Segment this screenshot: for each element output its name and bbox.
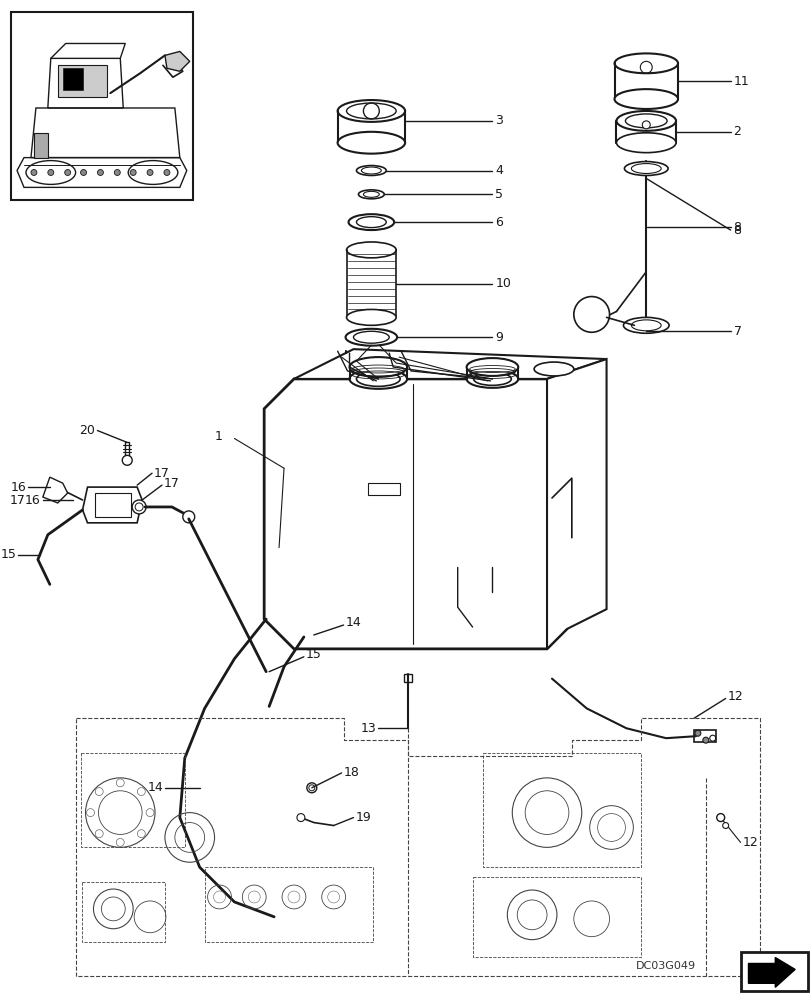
- Circle shape: [722, 823, 727, 828]
- Text: 8: 8: [732, 224, 740, 237]
- Ellipse shape: [337, 132, 405, 154]
- Text: 20: 20: [79, 424, 96, 437]
- Circle shape: [642, 121, 650, 129]
- Text: 7: 7: [732, 325, 740, 338]
- Circle shape: [573, 297, 609, 332]
- Ellipse shape: [337, 100, 405, 122]
- Ellipse shape: [623, 317, 668, 333]
- Circle shape: [702, 737, 708, 743]
- Circle shape: [307, 783, 316, 793]
- Text: 12: 12: [727, 690, 743, 703]
- Polygon shape: [294, 349, 606, 379]
- Bar: [62, 68, 83, 90]
- Bar: [96, 493, 131, 517]
- Bar: [58, 65, 107, 97]
- Text: 19: 19: [355, 811, 371, 824]
- Circle shape: [65, 170, 71, 175]
- Ellipse shape: [346, 309, 396, 325]
- Circle shape: [31, 170, 36, 175]
- Polygon shape: [264, 379, 566, 649]
- Circle shape: [122, 455, 132, 465]
- Text: 11: 11: [732, 75, 749, 88]
- Ellipse shape: [356, 166, 386, 175]
- Polygon shape: [83, 487, 142, 523]
- Bar: [740, 952, 807, 991]
- Text: 3: 3: [495, 114, 503, 127]
- Bar: [11, 12, 192, 200]
- Text: 17: 17: [154, 467, 169, 480]
- Polygon shape: [748, 958, 794, 987]
- Ellipse shape: [348, 214, 393, 230]
- Circle shape: [80, 170, 87, 175]
- Text: 16: 16: [25, 493, 41, 506]
- Circle shape: [147, 170, 152, 175]
- Polygon shape: [34, 133, 48, 158]
- Bar: [404, 674, 411, 682]
- Text: 10: 10: [495, 277, 511, 290]
- Circle shape: [48, 170, 54, 175]
- Ellipse shape: [473, 372, 511, 385]
- Text: DC03G049: DC03G049: [635, 961, 695, 971]
- Ellipse shape: [534, 362, 573, 376]
- Circle shape: [182, 511, 195, 523]
- Text: 12: 12: [741, 836, 757, 849]
- Ellipse shape: [466, 370, 517, 388]
- Circle shape: [97, 170, 103, 175]
- Ellipse shape: [616, 111, 676, 131]
- Ellipse shape: [466, 358, 517, 376]
- Ellipse shape: [358, 190, 384, 199]
- Circle shape: [716, 814, 723, 822]
- Circle shape: [297, 814, 304, 822]
- Ellipse shape: [346, 242, 396, 258]
- Ellipse shape: [614, 53, 677, 73]
- Text: 1: 1: [214, 430, 222, 443]
- Circle shape: [114, 170, 120, 175]
- Circle shape: [164, 170, 169, 175]
- Circle shape: [130, 170, 136, 175]
- Ellipse shape: [624, 162, 667, 175]
- Text: 6: 6: [495, 216, 503, 229]
- Circle shape: [694, 730, 700, 736]
- Text: 4: 4: [495, 164, 503, 177]
- Circle shape: [132, 500, 146, 514]
- Bar: [693, 730, 714, 742]
- Text: 17: 17: [164, 477, 179, 490]
- Ellipse shape: [614, 89, 677, 109]
- Text: 9: 9: [495, 331, 503, 344]
- Text: 15: 15: [0, 548, 16, 561]
- Ellipse shape: [345, 329, 397, 346]
- Text: 18: 18: [343, 766, 359, 779]
- Text: 14: 14: [147, 781, 163, 794]
- Ellipse shape: [349, 369, 406, 389]
- Text: 15: 15: [306, 648, 321, 661]
- Text: 13: 13: [360, 722, 375, 735]
- Polygon shape: [165, 51, 190, 71]
- Ellipse shape: [616, 133, 676, 153]
- Text: 5: 5: [495, 188, 503, 201]
- Polygon shape: [43, 477, 67, 503]
- Text: 14: 14: [345, 616, 361, 629]
- Text: 2: 2: [732, 125, 740, 138]
- Text: 16: 16: [11, 481, 26, 494]
- Ellipse shape: [349, 357, 406, 377]
- Text: 17: 17: [10, 494, 26, 507]
- Ellipse shape: [356, 371, 400, 386]
- Bar: [368, 483, 400, 495]
- Polygon shape: [547, 359, 606, 649]
- Text: 8: 8: [732, 221, 740, 234]
